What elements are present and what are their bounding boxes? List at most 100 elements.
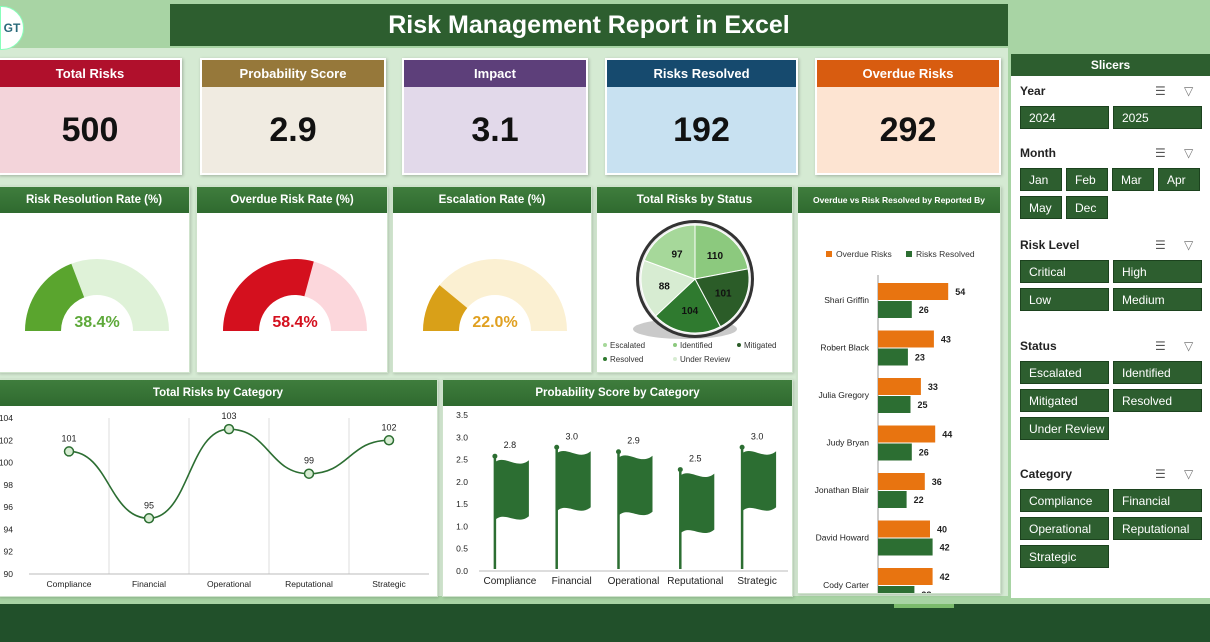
gauge-value: 58.4% — [272, 314, 317, 331]
slicer-item[interactable]: Critical — [1020, 260, 1109, 283]
slicer-item[interactable]: Mar — [1112, 168, 1154, 191]
y-tick: 0.5 — [456, 544, 468, 554]
flag-bar — [618, 455, 653, 516]
slicer-item[interactable]: Resolved — [1113, 389, 1202, 412]
kpi-label: Probability Score — [202, 60, 384, 87]
bar-value: 28 — [921, 590, 931, 593]
multi-select-icon[interactable]: ☰ — [1155, 146, 1166, 160]
resolved-bar — [878, 443, 912, 461]
data-label: 99 — [304, 456, 314, 466]
flag-knob — [492, 453, 498, 459]
clear-filter-icon[interactable]: ▽ — [1184, 467, 1194, 481]
multi-select-icon[interactable]: ☰ — [1155, 238, 1166, 252]
clear-filter-icon[interactable]: ▽ — [1184, 84, 1194, 98]
slicer-item[interactable]: 2024 — [1020, 106, 1109, 129]
gauge-chart: 22.0% — [423, 259, 567, 331]
report-title: Risk Management Report in Excel — [170, 4, 1008, 46]
y-tick: 90 — [4, 569, 14, 579]
slicer-item[interactable]: Operational — [1020, 517, 1109, 540]
x-tick: Reputational — [285, 579, 333, 589]
category-line-panel: Total Risks by Category 104 102 100 98 96 94 9… — [0, 379, 438, 597]
bar-value: 26 — [919, 448, 929, 458]
resolved-bar — [878, 538, 933, 556]
legend-marker — [673, 343, 677, 347]
gauge-value: 22.0% — [472, 314, 517, 331]
slicer-item[interactable]: Strategic — [1020, 545, 1109, 568]
overdue-bar — [878, 568, 933, 585]
slicer-item[interactable]: Feb — [1066, 168, 1108, 191]
multi-select-icon[interactable]: ☰ — [1155, 84, 1166, 98]
slicer-item[interactable]: Escalated — [1020, 361, 1109, 384]
kpi-label: Impact — [404, 60, 586, 87]
sheet-tab-indicator[interactable] — [894, 604, 954, 608]
overdue-bar — [878, 283, 949, 300]
flag-knob — [739, 444, 745, 450]
slicer-item[interactable]: Dec — [1066, 196, 1108, 219]
kpi-label: Total Risks — [0, 60, 180, 87]
data-point — [143, 513, 155, 524]
slicer-item[interactable]: 2025 — [1113, 106, 1202, 129]
clear-filter-icon[interactable]: ▽ — [1184, 339, 1194, 353]
slicer-label: Year — [1020, 84, 1046, 98]
slicer-item[interactable]: Reputational — [1113, 517, 1202, 540]
multi-select-icon[interactable]: ☰ — [1155, 467, 1166, 481]
slicer-item[interactable]: Apr — [1158, 168, 1200, 191]
slicer-item[interactable]: Financial — [1113, 489, 1202, 512]
legend-label: Mitigated — [744, 341, 776, 350]
x-tick: Operational — [608, 576, 660, 587]
x-tick: Reputational — [667, 576, 723, 587]
slicer-item[interactable]: Medium — [1113, 288, 1202, 311]
slicer-item[interactable]: Mitigated — [1020, 389, 1109, 412]
legend-marker — [603, 357, 607, 361]
panel-title: Total Risks by Status — [597, 187, 792, 213]
slicer-item[interactable]: Compliance — [1020, 489, 1109, 512]
pie-label: 110 — [707, 251, 724, 262]
data-point — [223, 423, 235, 435]
bottom-bar — [0, 604, 1210, 642]
slicer-label: Risk Level — [1020, 238, 1080, 252]
y-tick: 0.0 — [456, 566, 468, 576]
data-label: 101 — [61, 433, 76, 443]
y-tick: 96 — [4, 502, 14, 512]
category-label: Jonathan Blair — [815, 485, 870, 495]
kpi-value: 2.9 — [269, 110, 317, 149]
slicer-item[interactable]: Under Review — [1020, 417, 1109, 440]
bar-value: 40 — [937, 525, 947, 535]
kpi-label: Risks Resolved — [607, 60, 796, 87]
multi-select-icon[interactable]: ☰ — [1155, 339, 1166, 353]
slicer-item[interactable]: Low — [1020, 288, 1109, 311]
kpi-label: Overdue Risks — [817, 60, 999, 87]
panel-title: Overdue Risk Rate (%) — [197, 187, 387, 213]
y-tick: 92 — [4, 547, 14, 557]
slicer-item[interactable]: Identified — [1113, 361, 1202, 384]
legend-marker — [673, 357, 677, 361]
series-line — [68, 428, 390, 520]
legend-label: Escalated — [610, 341, 645, 350]
slicer-item[interactable]: Jan — [1020, 168, 1062, 191]
data-point — [63, 446, 75, 457]
kpi-card: Impact 3.1 — [402, 58, 588, 175]
clear-filter-icon[interactable]: ▽ — [1184, 146, 1194, 160]
panel-title: Total Risks by Category — [0, 380, 437, 406]
clear-filter-icon[interactable]: ▽ — [1184, 238, 1194, 252]
panel-title: Probability Score by Category — [443, 380, 792, 406]
legend-marker — [603, 343, 607, 347]
gauge-fill — [423, 285, 468, 331]
gauge-chart: 58.4% — [223, 259, 367, 331]
pie-slice — [643, 224, 696, 280]
reporter-bar-panel: Overdue vs Risk Resolved by Reported By … — [797, 186, 1001, 608]
category-label: Robert Black — [820, 343, 869, 353]
y-tick: 3.0 — [456, 432, 468, 442]
status-pie-chart: 110 101 104 88 97 Escalated Identified Mitigate… — [603, 220, 776, 364]
legend-label: Overdue Risks — [836, 249, 892, 259]
bar-value: 44 — [942, 430, 952, 440]
y-tick: 94 — [4, 524, 14, 534]
slicer-item[interactable]: May — [1020, 196, 1062, 219]
gauge-fill — [25, 263, 85, 331]
probability-bar-panel: Probability Score by Category 3.5 3.0 2.5 2… — [442, 379, 793, 597]
bar-value: 26 — [919, 305, 929, 315]
legend-marker — [737, 343, 741, 347]
pie-label: 104 — [682, 306, 699, 317]
slicer-item[interactable]: High — [1113, 260, 1202, 283]
resolved-bar — [878, 348, 908, 366]
